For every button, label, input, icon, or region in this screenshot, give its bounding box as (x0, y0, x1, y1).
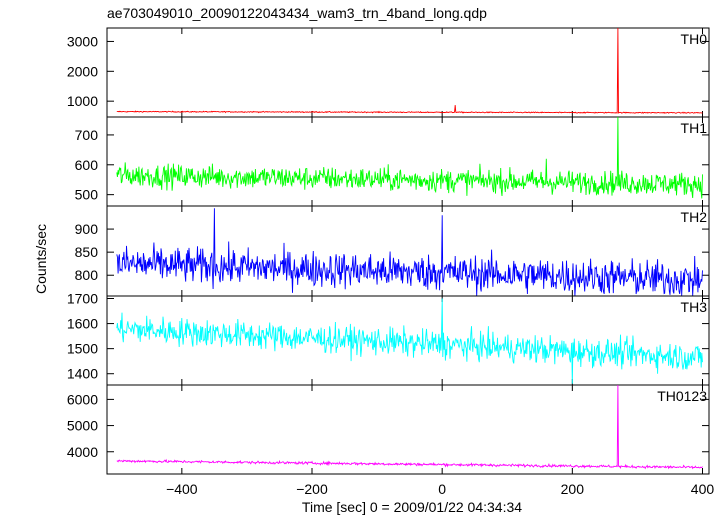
x-axis-label: Time [sec] 0 = 2009/01/22 04:34:34 (302, 499, 522, 515)
y-tick-label-th3: 1700 (67, 291, 98, 307)
y-axis-label: Counts/sec (33, 224, 49, 294)
y-tick-label-th2: 850 (75, 244, 99, 260)
panel-label-th3: TH3 (681, 299, 708, 315)
x-tick-label: 400 (691, 481, 715, 497)
panel-label-th2: TH2 (681, 209, 708, 225)
x-tick-label: 0 (438, 481, 446, 497)
chart-title: ae703049010_20090122043434_wam3_trn_4ban… (107, 5, 487, 21)
y-tick-label-th1: 700 (75, 127, 99, 143)
series-line-th0 (116, 27, 703, 115)
y-tick-label-th2: 900 (75, 221, 99, 237)
y-tick-label-th0123: 5000 (67, 418, 98, 434)
series-line-th1 (116, 116, 703, 199)
series-line-th0123 (116, 384, 703, 470)
y-tick-label-th3: 1500 (67, 341, 98, 357)
y-tick-label-th0: 2000 (67, 63, 98, 79)
x-tick-label: −400 (166, 481, 198, 497)
x-tick-label: 200 (561, 481, 585, 497)
panel-frame-th0123 (106, 384, 710, 475)
series-line-th2 (116, 208, 703, 297)
y-tick-label-th0: 3000 (67, 33, 98, 49)
y-tick-label-th1: 500 (75, 187, 99, 203)
y-tick-label-th1: 600 (75, 157, 99, 173)
y-tick-label-th2: 800 (75, 267, 99, 283)
y-tick-label-th0: 1000 (67, 93, 98, 109)
x-tick-label: −200 (296, 481, 328, 497)
y-tick-label-th3: 1600 (67, 316, 98, 332)
y-tick-label-th3: 1400 (67, 366, 98, 382)
panel-label-th0: TH0 (681, 31, 708, 47)
y-tick-label-th0123: 6000 (67, 391, 98, 407)
panel-label-th0123: TH0123 (657, 388, 707, 404)
panel-label-th1: TH1 (681, 120, 708, 136)
y-tick-label-th0123: 4000 (67, 444, 98, 460)
series-line-th3 (116, 298, 703, 384)
